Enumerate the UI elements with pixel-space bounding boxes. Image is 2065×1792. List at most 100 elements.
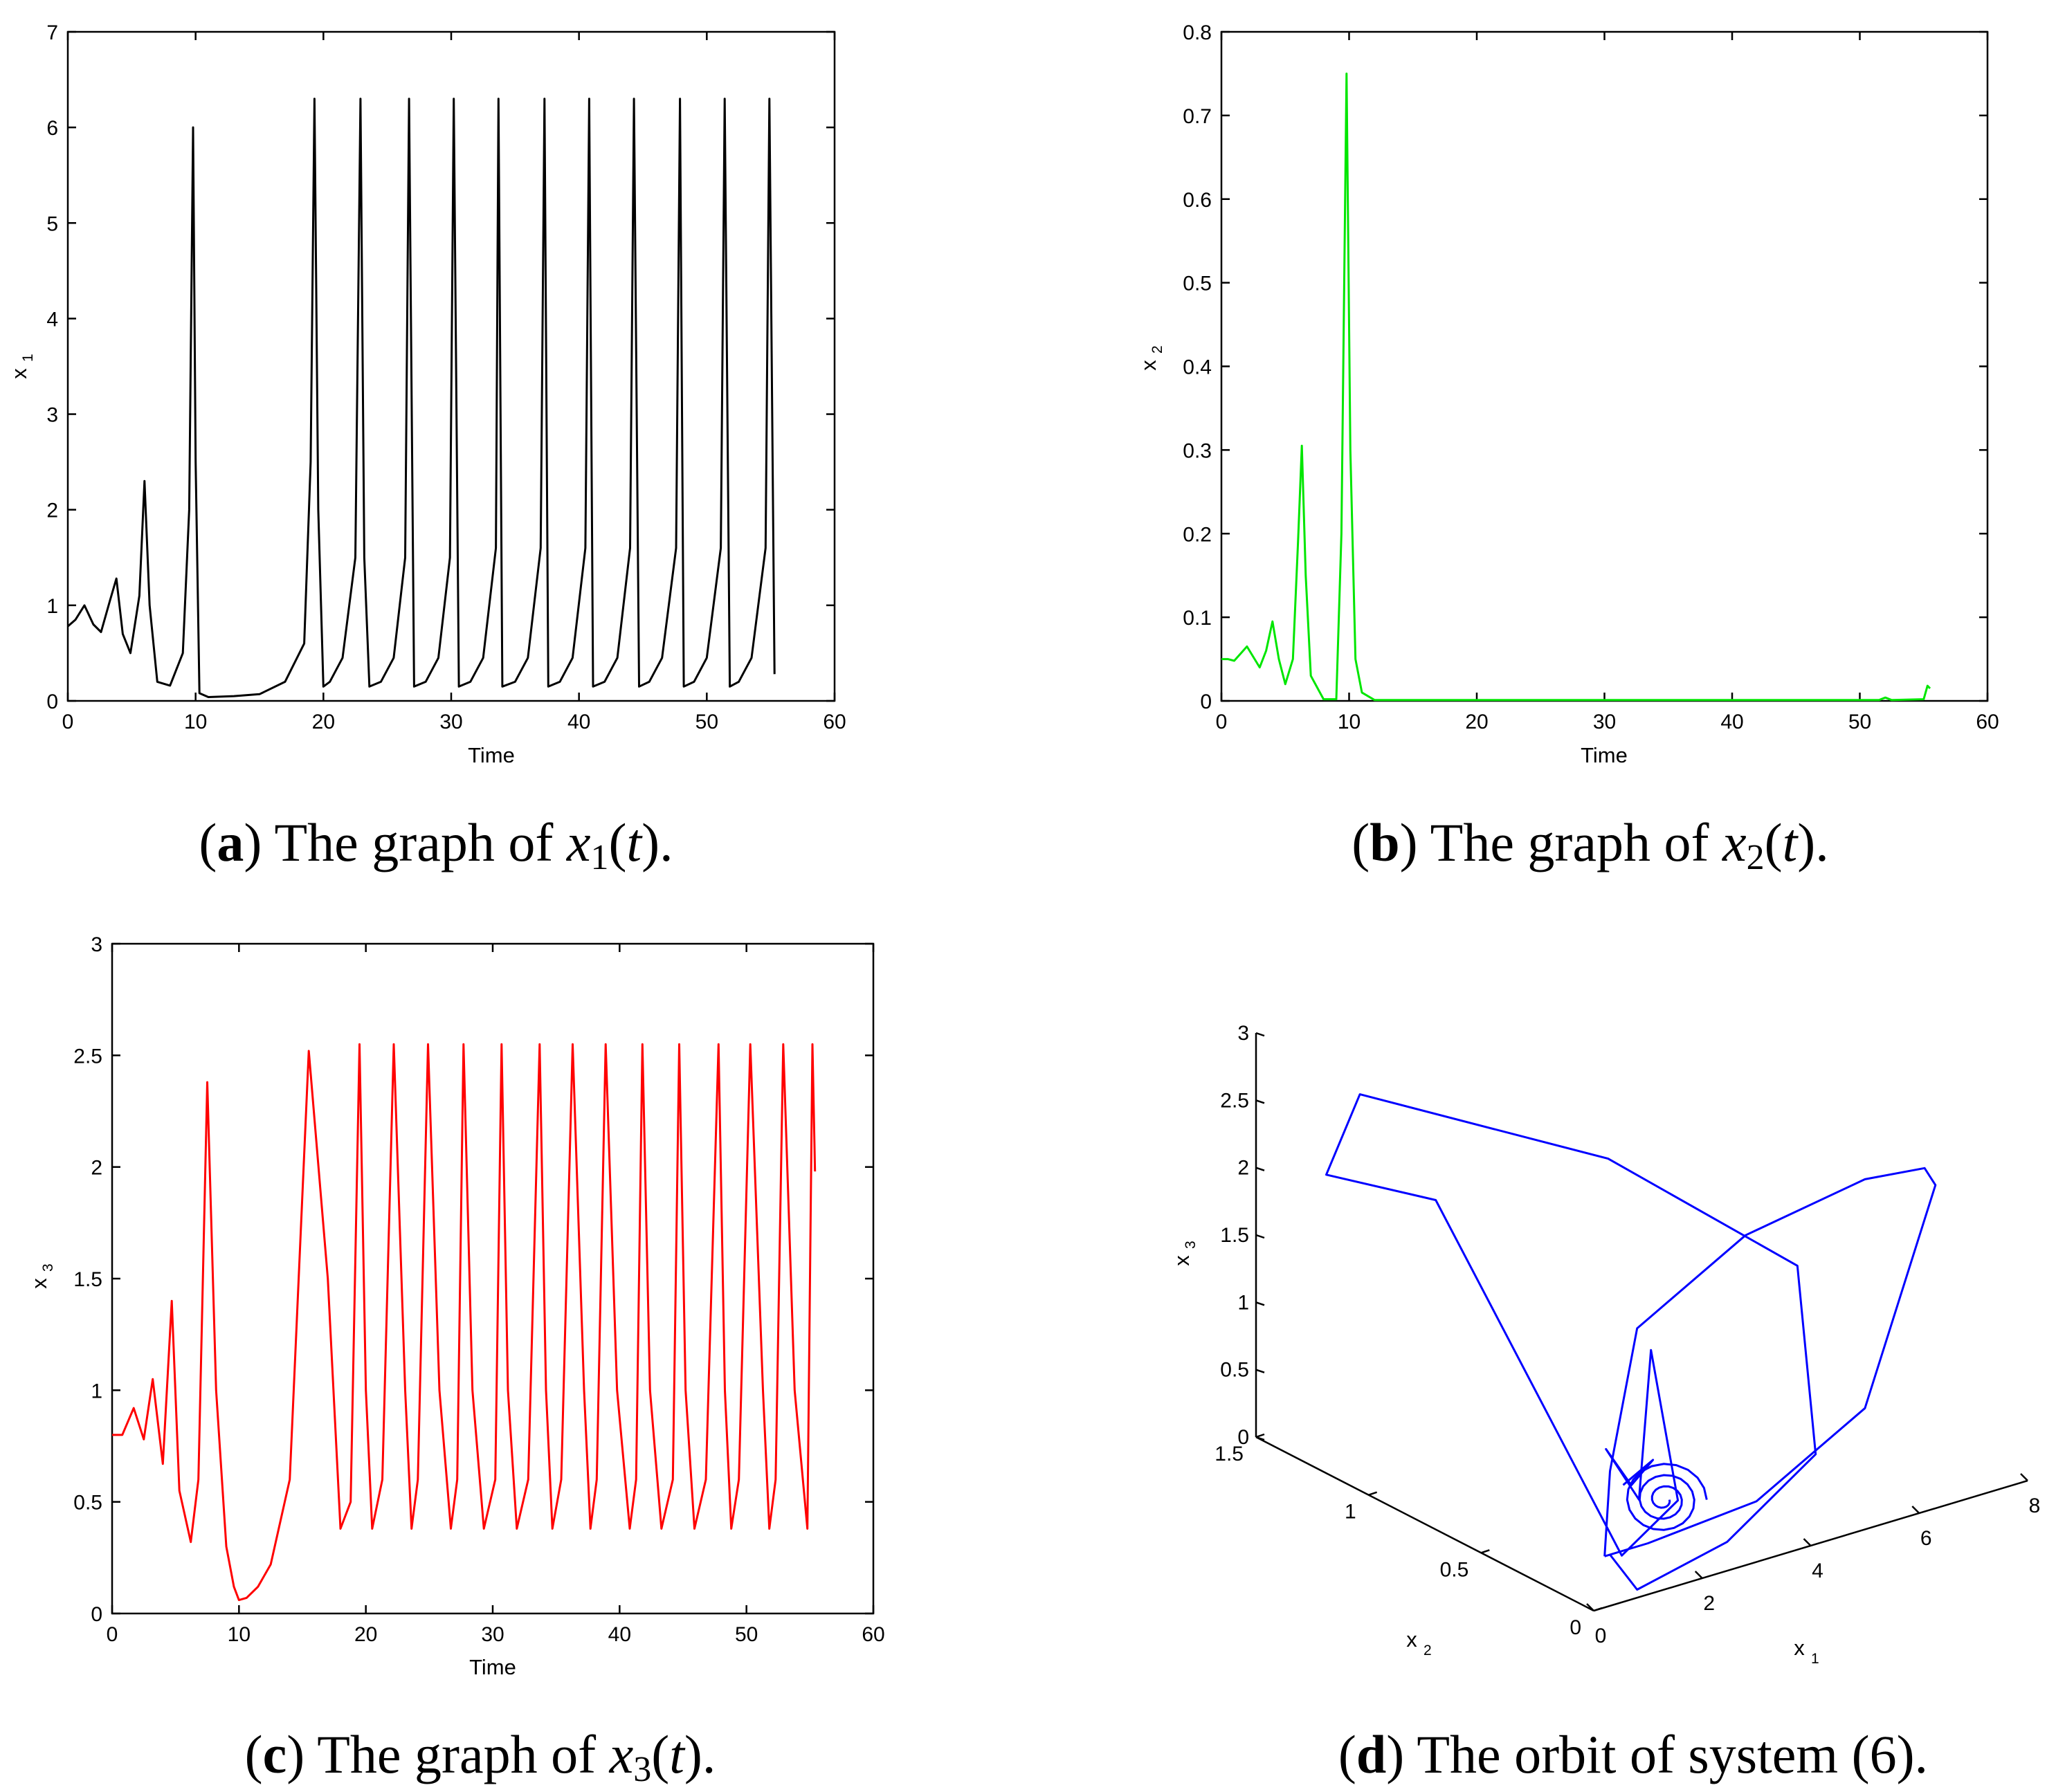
- x3-tick-label: 3: [1237, 1022, 1249, 1045]
- x-axis-label-a: Time: [468, 743, 515, 767]
- y-tick-label-b: 0.7: [1183, 105, 1212, 128]
- x-tick-label-c: 0: [107, 1623, 118, 1646]
- y-tick-label-c: 1: [91, 1380, 102, 1402]
- x3-tick-mark: [1255, 1436, 1265, 1441]
- z-axis-label-d-sub: 3: [1183, 1241, 1199, 1249]
- x3-tick-label: 0: [1237, 1426, 1249, 1449]
- x-tick-label-a: 50: [695, 711, 718, 733]
- y-axis-label-a-main: x: [7, 368, 31, 379]
- y-tick-label-b: 0.2: [1183, 523, 1212, 546]
- panel-a: 0 10 20 30 40 50 60 0 1 2 3 4 5 6 7 Time x 1: [7, 21, 846, 767]
- caption-a: (a) The graph of x1(t).: [199, 812, 673, 877]
- x-axis-label-d-main: x: [1794, 1636, 1805, 1660]
- x1-tick-mark: [2020, 1473, 2028, 1481]
- y-tick-label-c: 2.5: [73, 1045, 102, 1068]
- x-tick-label-c: 50: [735, 1623, 758, 1646]
- x1-tick-mark: [1803, 1538, 1812, 1546]
- x-tick-label-b: 60: [1976, 711, 1999, 733]
- x3-tick-label: 1.5: [1220, 1224, 1249, 1247]
- x-axis-label-c: Time: [469, 1655, 516, 1679]
- y-tick-label-a: 6: [46, 117, 58, 140]
- x-axis-label-d: x 1: [1794, 1636, 1819, 1667]
- x1-tick-mark: [1586, 1603, 1594, 1611]
- x-tick-label-a: 40: [567, 711, 590, 733]
- caption-b: (b) The graph of x2(t).: [1352, 812, 1829, 877]
- x2-tick-label: 1.5: [1215, 1443, 1244, 1465]
- y-axis-label-b-sub: 2: [1149, 345, 1165, 354]
- x3-tick-label: 1: [1237, 1291, 1249, 1314]
- caption-c: (c) The graph of x3(t).: [245, 1724, 716, 1789]
- y-tick-label-b: 0.3: [1183, 439, 1212, 462]
- y-tick-label-b: 0.4: [1183, 356, 1212, 379]
- y-tick-label-a: 1: [46, 595, 58, 618]
- x-tick-label-b: 0: [1216, 711, 1228, 733]
- x3-tick-mark: [1255, 1301, 1265, 1306]
- x-tick-label-c: 20: [354, 1623, 377, 1646]
- x3-tick-mark: [1255, 1167, 1265, 1171]
- y-tick-label-b: 0.6: [1183, 189, 1212, 212]
- y-tick-label-a: 7: [46, 21, 58, 44]
- x2-tick-label: 0.5: [1440, 1558, 1469, 1581]
- y-axis-label-a-sub: 1: [20, 354, 36, 362]
- y-axis-label-c: x 3: [27, 1263, 56, 1288]
- plot-area-b: 0 10 20 30 40 50 60 0 0.1 0.2 0.3 0.4 0.5 0.6 0.7 0.8: [1183, 21, 1999, 733]
- y-axis-label-b-main: x: [1136, 360, 1161, 371]
- y-tick-label-a: 0: [46, 691, 58, 713]
- y-tick-label-b: 0.1: [1183, 607, 1212, 630]
- x-tick-label-c: 30: [481, 1623, 504, 1646]
- x2-tick-mark: [1255, 1433, 1265, 1438]
- y-axis-label-b: x 2: [1136, 345, 1165, 370]
- y-tick-label-c: 0.5: [73, 1492, 102, 1515]
- y-tick-label-c: 2: [91, 1157, 102, 1180]
- series-line-orbit-spiral: [1626, 1463, 1708, 1531]
- series-line-orbit-transient: [1325, 1093, 1817, 1591]
- x1-tick-label: 6: [1920, 1527, 1932, 1550]
- series-line-orbit-limit-cycle: [1603, 1167, 1937, 1557]
- x-axis-label-b: Time: [1581, 743, 1628, 767]
- x-tick-label-b: 20: [1465, 711, 1488, 733]
- x-tick-label-c: 60: [862, 1623, 884, 1646]
- y-tick-label-a: 4: [46, 308, 58, 331]
- x1-tick-label: 0: [1595, 1625, 1607, 1647]
- x2-tick-mark: [1368, 1491, 1378, 1496]
- y-tick-label-a: 5: [46, 212, 58, 235]
- x1-tick-label: 4: [1812, 1560, 1823, 1582]
- series-line-x2: [1221, 72, 1931, 702]
- x1-tick-mark: [1694, 1571, 1703, 1579]
- x3-tick-mark: [1255, 1369, 1265, 1373]
- y-tick-label-c: 1.5: [73, 1268, 102, 1291]
- plot-area-a: 0 10 20 30 40 50 60 0 1 2 3 4 5 6 7: [46, 21, 846, 733]
- y-tick-label-c: 0: [91, 1603, 102, 1626]
- x2-axis-line: [1255, 1436, 1594, 1612]
- z-axis-label-d: x 3: [1170, 1241, 1199, 1265]
- x-tick-label-a: 30: [439, 711, 462, 733]
- x-tick-label-a: 60: [823, 711, 846, 733]
- y-axis-label-d: x 2: [1406, 1627, 1431, 1658]
- x-tick-label-b: 10: [1338, 711, 1361, 733]
- x-tick-label-b: 50: [1848, 711, 1871, 733]
- series-line-x3: [112, 1043, 817, 1602]
- x-tick-label-a: 10: [184, 711, 207, 733]
- y-axis-label-a: x 1: [7, 354, 36, 378]
- y-tick-label-a: 2: [46, 500, 58, 522]
- x3-tick-label: 2.5: [1220, 1089, 1249, 1112]
- x-tick-label-b: 30: [1593, 711, 1616, 733]
- x1-tick-label: 8: [2029, 1494, 2041, 1517]
- x3-tick-label: 2: [1237, 1157, 1249, 1180]
- x3-tick-mark: [1255, 1234, 1265, 1239]
- plot-area-c: 0 10 20 30 40 50 60 0 0.5 1 1.5 2 2.5 3: [73, 933, 884, 1646]
- y-tick-label-b: 0.8: [1183, 21, 1212, 44]
- x-tick-label-b: 40: [1720, 711, 1743, 733]
- series-line-x1: [67, 98, 776, 698]
- plot-frame-b: [1220, 30, 1989, 702]
- x-axis-label-d-sub: 1: [1811, 1651, 1819, 1667]
- y-tick-label-b: 0: [1200, 691, 1212, 713]
- y-tick-label-a: 3: [46, 404, 58, 427]
- x-tick-label-c: 40: [608, 1623, 631, 1646]
- z-axis-label-d-main: x: [1170, 1255, 1194, 1266]
- panel-c: 0 10 20 30 40 50 60 0 0.5 1 1.5 2 2.5 3 Time x 3: [27, 933, 885, 1679]
- x3-tick-mark: [1255, 1099, 1265, 1104]
